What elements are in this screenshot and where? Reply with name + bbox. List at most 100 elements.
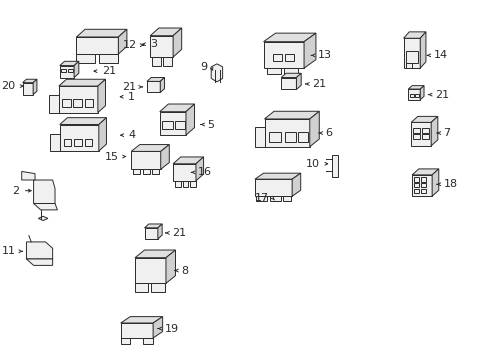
Bar [135,283,148,292]
Bar [144,228,158,239]
Polygon shape [431,169,438,196]
Polygon shape [403,32,425,38]
Text: 8: 8 [182,266,188,275]
Text: 1: 1 [127,92,135,102]
Polygon shape [160,104,194,112]
Bar [420,177,426,182]
Bar [254,179,291,196]
Bar [173,164,196,181]
Polygon shape [153,316,163,338]
Polygon shape [121,316,163,323]
Bar [163,57,172,66]
Bar [281,77,296,90]
Bar [133,169,140,175]
Bar [283,196,290,201]
Bar [190,181,196,187]
Bar [297,132,308,141]
Bar [285,54,293,61]
Bar [146,81,160,93]
Text: 6: 6 [325,128,332,138]
Bar [182,181,188,187]
Text: 7: 7 [443,128,450,138]
Bar [63,139,71,146]
Polygon shape [146,77,164,81]
Bar [413,177,418,182]
Bar [283,68,297,74]
Polygon shape [38,216,48,221]
Bar [403,38,419,68]
Bar [407,89,419,100]
Text: 19: 19 [164,324,178,334]
Polygon shape [281,73,301,77]
Bar [22,83,33,95]
Text: 15: 15 [104,152,119,162]
Polygon shape [150,28,182,36]
Bar [99,54,118,63]
Polygon shape [60,61,79,66]
Bar [270,196,280,201]
Polygon shape [173,28,182,57]
Bar [50,134,60,151]
Bar [409,94,413,97]
Bar [84,139,92,146]
Bar [121,338,130,345]
Text: 3: 3 [150,39,157,49]
Bar [405,51,417,63]
Polygon shape [309,111,319,147]
Polygon shape [331,155,337,177]
Polygon shape [135,250,175,258]
Bar [413,189,418,193]
Text: 21: 21 [311,79,325,89]
Polygon shape [33,79,37,95]
Polygon shape [173,157,203,164]
Bar [272,54,281,61]
Bar [61,69,66,72]
Polygon shape [165,250,175,283]
Text: 21: 21 [122,82,136,92]
Bar [175,181,181,187]
Bar [162,121,172,129]
Text: 13: 13 [317,50,331,60]
Bar [421,128,428,133]
Polygon shape [419,86,423,100]
Polygon shape [160,77,164,93]
Bar [60,66,74,77]
Bar [254,127,264,147]
Bar [76,37,118,54]
Polygon shape [74,61,79,77]
Bar [151,283,164,292]
Polygon shape [34,180,55,203]
Bar [411,175,431,196]
Polygon shape [304,33,315,68]
Bar [160,112,185,135]
Bar [74,139,81,146]
Text: 18: 18 [443,179,457,189]
Polygon shape [430,116,437,146]
Text: 5: 5 [207,120,214,130]
Bar [263,42,304,68]
Polygon shape [26,259,53,265]
Bar [143,338,152,345]
Polygon shape [296,73,301,90]
Polygon shape [158,224,162,239]
Text: 21: 21 [434,90,448,100]
Polygon shape [59,79,105,86]
Polygon shape [211,64,222,82]
Bar [266,68,281,74]
Bar [49,95,59,113]
Polygon shape [131,145,169,152]
Text: 14: 14 [433,50,447,60]
Polygon shape [60,118,106,125]
Polygon shape [264,111,319,119]
Bar [420,189,426,193]
Bar [151,57,161,66]
Text: 11: 11 [2,246,16,256]
Polygon shape [185,104,194,135]
Text: 10: 10 [305,159,319,169]
Bar [412,134,419,139]
Bar [413,183,418,187]
Bar [412,128,419,133]
Bar [135,258,165,283]
Bar [121,323,153,338]
Text: 21: 21 [102,66,116,76]
